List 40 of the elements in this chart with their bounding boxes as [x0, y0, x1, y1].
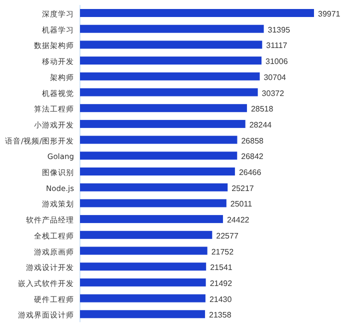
data-label: 21492 — [210, 278, 233, 288]
bar — [80, 199, 226, 208]
data-label: 21430 — [209, 294, 232, 304]
data-label: 31395 — [268, 25, 291, 34]
data-label: 24422 — [226, 216, 250, 225]
bar — [80, 24, 264, 33]
bar — [80, 183, 228, 192]
bar — [80, 294, 206, 302]
bar — [80, 56, 262, 65]
data-label: 28244 — [249, 120, 272, 130]
bar — [80, 246, 208, 255]
bar — [80, 104, 247, 112]
bar — [80, 152, 238, 160]
data-label: 26842 — [241, 152, 264, 162]
data-label: 26858 — [241, 136, 264, 146]
data-label: 21541 — [210, 263, 233, 272]
data-label: 30372 — [262, 88, 285, 98]
data-label: 31006 — [266, 57, 288, 66]
data-label: 21752 — [211, 247, 234, 256]
data-label: 21358 — [209, 310, 232, 320]
bar — [80, 120, 246, 128]
bar — [80, 230, 212, 239]
bar — [80, 262, 206, 271]
bar — [80, 40, 262, 49]
bar — [80, 310, 206, 318]
data-label: 22577 — [216, 231, 239, 240]
bar — [80, 168, 235, 176]
bar — [80, 88, 258, 96]
bar — [80, 215, 223, 224]
data-label: 26466 — [238, 168, 262, 177]
data-label: 25011 — [230, 200, 253, 209]
bar — [80, 72, 260, 80]
data-label: 28518 — [250, 104, 274, 114]
data-label: 25217 — [232, 184, 254, 193]
bar — [80, 136, 238, 144]
data-label: 30704 — [264, 72, 287, 82]
bar — [80, 278, 206, 286]
data-label: 39971 — [318, 10, 341, 18]
bar — [80, 9, 314, 17]
data-label: 31117 — [266, 41, 288, 50]
